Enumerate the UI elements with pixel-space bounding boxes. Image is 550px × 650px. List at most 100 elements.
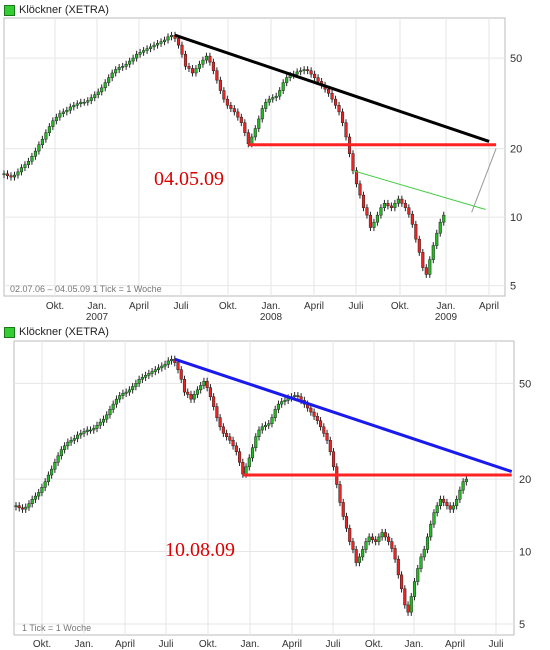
candle-down bbox=[215, 406, 219, 418]
candle-up bbox=[27, 503, 31, 508]
candle-up bbox=[357, 556, 361, 563]
candle-up bbox=[432, 512, 436, 525]
candle-up bbox=[145, 48, 149, 51]
candle-down bbox=[239, 116, 243, 123]
candle-down bbox=[176, 362, 180, 370]
candle-up bbox=[455, 498, 459, 507]
candle-down bbox=[187, 66, 191, 69]
y-tick-label: 20 bbox=[519, 474, 531, 486]
y-tick-label: 10 bbox=[510, 212, 522, 224]
candle-up bbox=[85, 429, 89, 432]
candle-up bbox=[442, 214, 446, 223]
candle-down bbox=[400, 574, 404, 590]
candle-down bbox=[389, 205, 393, 208]
candle-down bbox=[316, 77, 320, 82]
candle-up bbox=[72, 105, 76, 108]
x-tick-label: Okt. bbox=[219, 301, 237, 312]
candle-down bbox=[228, 436, 232, 441]
candle-down bbox=[344, 122, 348, 138]
candle-down bbox=[313, 73, 317, 78]
candle-down bbox=[421, 252, 425, 268]
y-tick-label: 50 bbox=[510, 53, 522, 65]
y-tick-label: 20 bbox=[510, 144, 522, 156]
candle-up bbox=[137, 379, 141, 384]
candle-up bbox=[117, 67, 121, 70]
candle-up bbox=[47, 126, 51, 133]
x-tick-label: April bbox=[445, 639, 465, 649]
candle-up bbox=[68, 106, 72, 111]
candle-down bbox=[328, 440, 332, 452]
candle-up bbox=[142, 50, 146, 53]
x-tick-label: Jan. bbox=[88, 301, 107, 312]
candle-down bbox=[414, 224, 418, 240]
candle-up bbox=[82, 431, 86, 434]
trendline bbox=[471, 148, 497, 213]
candle-up bbox=[118, 395, 122, 400]
candle-down bbox=[400, 198, 404, 204]
candle-up bbox=[372, 221, 376, 228]
candle-up bbox=[199, 385, 203, 391]
candle-up bbox=[264, 101, 268, 109]
candle-up bbox=[364, 541, 368, 550]
candle-up bbox=[152, 44, 156, 48]
candle-up bbox=[131, 57, 135, 62]
plot-frame bbox=[3, 17, 506, 297]
candle-up bbox=[65, 109, 69, 113]
candle-down bbox=[215, 70, 219, 81]
candle-up bbox=[150, 371, 154, 374]
x-tick-label: April bbox=[282, 639, 302, 649]
candle-up bbox=[144, 375, 148, 378]
candle-down bbox=[351, 153, 355, 171]
candle-up bbox=[270, 417, 274, 424]
candle-down bbox=[186, 391, 190, 395]
candle-up bbox=[30, 498, 34, 505]
candle-down bbox=[9, 175, 13, 178]
candle-up bbox=[166, 360, 170, 365]
candle-up bbox=[2, 173, 6, 176]
candle-up bbox=[461, 481, 465, 491]
candle-up bbox=[33, 495, 37, 500]
candle-up bbox=[419, 556, 423, 569]
candle-up bbox=[69, 440, 73, 443]
date-annotation: 04.05.09 bbox=[154, 168, 224, 190]
plot-frame bbox=[13, 340, 515, 636]
candle-up bbox=[162, 39, 167, 42]
candle-up bbox=[43, 481, 47, 488]
chart-title-1: Klöckner (XETRA) bbox=[19, 4, 109, 16]
candle-up bbox=[257, 118, 261, 129]
candle-up bbox=[263, 424, 268, 428]
candle-up bbox=[382, 203, 386, 208]
candle-down bbox=[393, 548, 397, 560]
candle-up bbox=[61, 111, 65, 114]
candle-down bbox=[374, 539, 378, 542]
x-tick-label: Okt. bbox=[46, 301, 64, 312]
candle-up bbox=[92, 428, 96, 431]
x-tick-label: Jan. bbox=[437, 301, 456, 312]
candle-down bbox=[246, 132, 250, 145]
candle-down bbox=[312, 411, 316, 417]
candle-up bbox=[14, 505, 18, 508]
candle-up bbox=[100, 87, 104, 93]
candle-up bbox=[59, 449, 63, 457]
candle-down bbox=[322, 426, 326, 434]
candle-up bbox=[267, 423, 271, 426]
candle-up bbox=[121, 66, 125, 68]
chart-panel-1: Klöckner (XETRA) 5 10 20 50 Okt. Jan. 2007 Apri… bbox=[0, 0, 550, 320]
candle-down bbox=[232, 108, 236, 113]
candle-up bbox=[16, 171, 20, 176]
candle-down bbox=[243, 122, 247, 133]
candle-down bbox=[445, 502, 449, 507]
candle-up bbox=[422, 549, 426, 558]
candle-up bbox=[76, 434, 80, 439]
candle-down bbox=[325, 433, 329, 441]
candle-up bbox=[281, 82, 285, 91]
candle-down bbox=[348, 527, 352, 542]
candle-up bbox=[127, 389, 131, 393]
candle-down bbox=[354, 549, 358, 563]
x-tick-label: Okt. bbox=[391, 301, 409, 312]
chart-header-1: Klöckner (XETRA) bbox=[4, 3, 109, 17]
candle-up bbox=[367, 536, 371, 542]
candle-up bbox=[114, 69, 118, 74]
candle-up bbox=[156, 43, 160, 46]
